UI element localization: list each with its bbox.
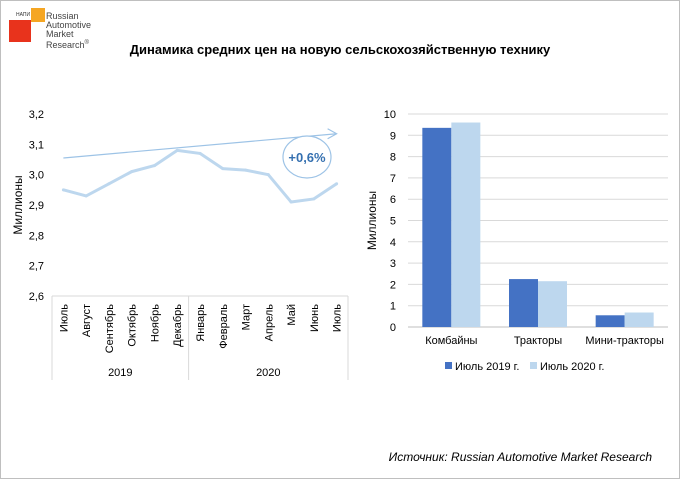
growth-badge-label: +0,6% — [288, 150, 326, 165]
logo-line-3: Market — [46, 29, 74, 39]
line-y-tick-label: 2,7 — [29, 261, 44, 273]
bar — [595, 315, 625, 327]
line-x-tick-label: Апрель — [263, 304, 275, 342]
line-x-tick-label: Январь — [195, 304, 207, 342]
bar-y-tick-label: 8 — [390, 152, 396, 164]
line-point — [266, 173, 270, 177]
bar-y-tick-label: 10 — [384, 109, 396, 121]
line-y-tick-label: 2,8 — [29, 230, 44, 242]
line-point — [289, 200, 293, 204]
line-point — [107, 182, 111, 186]
line-x-tick-label: Июль — [58, 304, 70, 332]
logo-orange-square — [31, 8, 45, 22]
line-x-tick-label: Май — [286, 304, 298, 326]
line-point — [175, 148, 179, 152]
line-point — [198, 151, 202, 155]
line-point — [84, 194, 88, 198]
line-y-tick-label: 3,1 — [29, 139, 44, 151]
bar-y-tick-label: 1 — [390, 301, 396, 313]
logo-line-1: Russian — [46, 11, 79, 21]
trend-arrow-line — [63, 133, 337, 159]
bar-y-tick-label: 0 — [390, 322, 396, 334]
bar-y-tick-label: 7 — [390, 173, 396, 185]
line-point — [61, 188, 65, 192]
bar — [451, 122, 481, 328]
logo-line-2: Automotive — [46, 20, 92, 30]
line-point — [244, 168, 248, 172]
logo-name: Russian Automotive Market Research® — [46, 12, 91, 50]
line-y-tick-label: 3,0 — [29, 170, 44, 182]
source-note: Источник: Russian Automotive Market Rese… — [388, 450, 652, 464]
line-y-axis-title: Миллионы — [11, 175, 25, 234]
bar — [624, 312, 654, 327]
bar-y-tick-label: 9 — [390, 130, 396, 142]
bar-y-tick-label: 2 — [390, 279, 396, 291]
line-y-tick-label: 2,9 — [29, 200, 44, 212]
trend-arrow-head — [327, 128, 338, 140]
bar-x-tick-label: Мини-тракторы — [585, 335, 664, 347]
line-point — [130, 170, 134, 174]
legend-swatch — [445, 362, 452, 369]
line-x-tick-label: Декабрь — [172, 304, 184, 347]
line-point — [312, 197, 316, 201]
line-point — [335, 182, 339, 186]
bar — [509, 279, 538, 327]
line-y-tick-label: 2,6 — [29, 291, 44, 303]
bar-y-tick-label: 5 — [390, 216, 396, 228]
line-x-tick-label: Октябрь — [127, 304, 139, 347]
bar-y-tick-label: 3 — [390, 258, 396, 270]
line-x-tick-label: Февраль — [218, 304, 230, 349]
line-point — [152, 164, 156, 168]
chart-title: Динамика средних цен на новую сельскохоз… — [129, 42, 551, 57]
line-x-tick-label: Март — [241, 304, 253, 330]
line-y-tick-label: 3,2 — [29, 109, 44, 121]
line-x-tick-label: Июнь — [309, 304, 321, 332]
line-year-label: 2019 — [108, 367, 132, 379]
legend-swatch — [530, 362, 537, 369]
legend-label: Июль 2019 г. — [455, 361, 519, 373]
company-logo: НАПИ Russian Automotive Market Research® — [9, 8, 99, 68]
growth-badge-circle — [282, 135, 332, 179]
bar-y-tick-label: 4 — [390, 237, 396, 249]
bar-y-tick-label: 6 — [390, 194, 396, 206]
legend-label: Июль 2020 г. — [540, 361, 604, 373]
line-year-label: 2020 — [256, 367, 280, 379]
bar-y-axis-title: Миллионы — [365, 191, 379, 250]
line-point — [221, 167, 225, 171]
line-x-tick-label: Ноябрь — [149, 304, 161, 342]
logo-line-4: Research® — [46, 40, 89, 50]
logo-small-text: НАПИ — [16, 12, 31, 18]
line-x-tick-label: Июль — [332, 304, 344, 332]
bar-x-tick-label: Комбайны — [425, 335, 477, 347]
line-x-tick-label: Август — [81, 304, 93, 337]
bar — [538, 281, 567, 327]
line-x-tick-label: Сентябрь — [104, 304, 116, 354]
bar — [422, 127, 452, 327]
logo-red-square — [9, 20, 31, 42]
bar-x-tick-label: Тракторы — [514, 335, 562, 347]
